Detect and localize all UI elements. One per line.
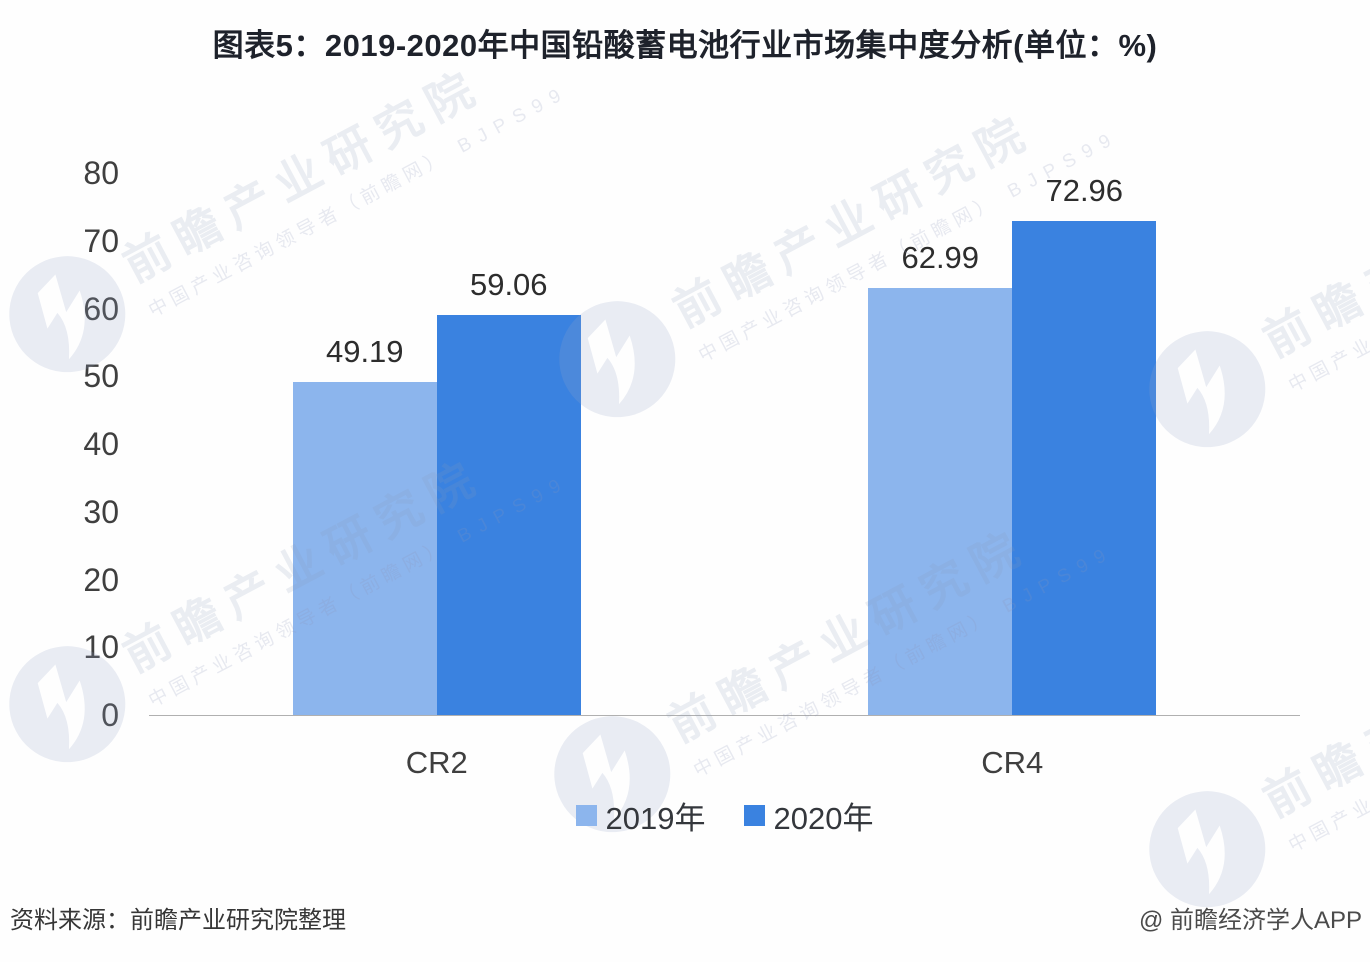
legend-item: 2019年	[575, 793, 706, 838]
y-axis-tick-label: 60	[83, 290, 119, 327]
legend-swatch	[743, 805, 765, 826]
credit-note: @ 前瞻经济学人APP	[1138, 907, 1362, 934]
data-label: 59.06	[469, 266, 548, 302]
data-label: 72.96	[1045, 172, 1124, 208]
category-label: CR2	[405, 745, 468, 780]
legend: 2019年 2020年	[149, 793, 1300, 838]
source-note: 资料来源：前瞻产业研究院整理	[10, 907, 346, 934]
legend-label: 2020年	[773, 801, 874, 836]
legend-label: 2019年	[605, 801, 706, 836]
plot-area: 0 10 20 30 40 50 60 70 80 49.19 59.06 CR2 62.99 72.96…	[83, 155, 1300, 780]
y-axis-tick-label: 70	[83, 222, 119, 259]
bar-CR4-2019年	[868, 288, 1013, 715]
bar-CR2-2019年	[292, 381, 437, 715]
bar-CR2-2020年	[436, 314, 581, 715]
data-label: 49.19	[325, 333, 404, 369]
legend-swatch	[575, 805, 597, 826]
y-axis-tick-label: 80	[83, 154, 119, 191]
y-axis-tick-label: 40	[83, 425, 119, 462]
data-label: 62.99	[901, 240, 980, 276]
watermark-code: BJPS99	[454, 80, 573, 158]
legend-item: 2020年	[743, 793, 874, 838]
y-axis-tick-label: 20	[83, 561, 119, 598]
y-axis-tick-label: 50	[83, 358, 119, 395]
bar-CR4-2020年	[1012, 220, 1157, 715]
y-axis-tick-label: 30	[83, 493, 119, 530]
category-label: CR4	[981, 745, 1044, 780]
y-axis-tick-label: 10	[83, 629, 119, 666]
chart-title: 图表5：2019-2020年中国铅酸蓄电池行业市场集中度分析(单位：%)	[212, 28, 1158, 63]
y-axis-tick-label: 0	[101, 696, 119, 733]
